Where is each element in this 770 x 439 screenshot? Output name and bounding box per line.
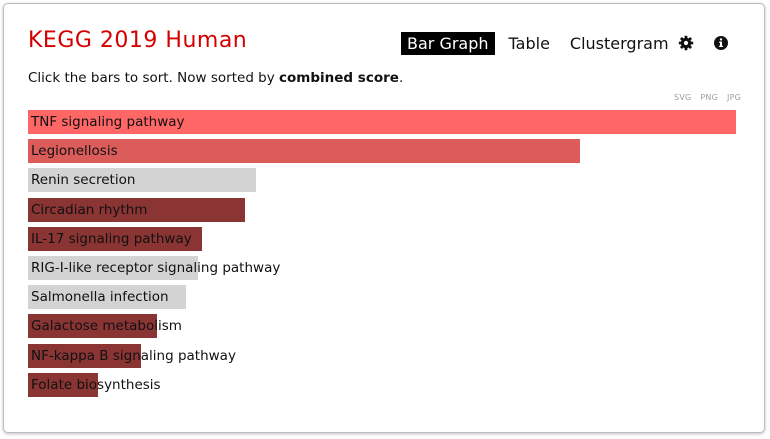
enrichment-panel: KEGG 2019 Human Bar Graph Table Clusterg… xyxy=(3,3,765,433)
bar-label: Circadian rhythm xyxy=(31,201,148,218)
bar-label: Folate biosynthesis xyxy=(31,376,161,393)
bar[interactable] xyxy=(28,110,736,134)
tab-clustergram[interactable]: Clustergram xyxy=(569,34,669,53)
bar-row[interactable]: RIG-I-like receptor signaling pathway xyxy=(28,256,748,280)
tab-table[interactable]: Table xyxy=(508,34,550,53)
bar-row[interactable]: NF-kappa B signaling pathway xyxy=(28,343,748,368)
download-png-link[interactable]: PNG xyxy=(700,93,719,102)
bar[interactable] xyxy=(28,285,186,310)
bar-row[interactable]: Folate biosynthesis xyxy=(28,372,748,397)
bar[interactable] xyxy=(28,372,98,397)
bar-label: Renin secretion xyxy=(31,172,136,189)
bar-row[interactable]: IL-17 signaling pathway xyxy=(28,226,748,251)
bar-label: Legionellosis xyxy=(31,143,118,160)
bar-row[interactable]: Legionellosis xyxy=(28,139,748,164)
tab-bar-graph[interactable]: Bar Graph xyxy=(401,32,495,55)
bar-label: NF-kappa B signaling pathway xyxy=(31,347,236,364)
view-tabs: Bar Graph Table Clustergram xyxy=(401,32,675,55)
bar[interactable] xyxy=(28,226,202,251)
bar[interactable] xyxy=(28,256,198,280)
sort-instructions-prefix: Click the bars to sort. Now sorted by xyxy=(28,70,280,86)
bar[interactable] xyxy=(28,168,256,193)
bar[interactable] xyxy=(28,314,157,339)
bar-row[interactable]: Salmonella infection xyxy=(28,285,748,310)
bar[interactable] xyxy=(28,139,580,164)
bar[interactable] xyxy=(28,343,141,368)
bar-row[interactable]: Circadian rhythm xyxy=(28,197,748,222)
bar-chart: TNF signaling pathway Legionellosis Renin … xyxy=(28,110,748,400)
bar-label: TNF signaling pathway xyxy=(31,114,185,130)
download-svg-link[interactable]: SVG xyxy=(674,93,692,102)
bar-row[interactable]: Galactose metabolism xyxy=(28,314,748,339)
sort-instructions: Click the bars to sort. Now sorted by co… xyxy=(28,68,403,88)
bar-label: Salmonella infection xyxy=(31,289,169,306)
download-links: SVG PNG JPG xyxy=(674,93,741,102)
download-jpg-link[interactable]: JPG xyxy=(727,93,741,102)
sort-key: combined score xyxy=(279,70,399,86)
bar-label: IL-17 signaling pathway xyxy=(31,230,192,247)
bar-row[interactable]: TNF signaling pathway xyxy=(28,110,748,134)
bar-label: RIG-I-like receptor signaling pathway xyxy=(31,260,281,276)
library-title: KEGG 2019 Human xyxy=(28,28,248,53)
info-icon[interactable] xyxy=(712,34,730,52)
bar-label: Galactose metabolism xyxy=(31,318,182,335)
bar-row[interactable]: Renin secretion xyxy=(28,168,748,193)
gear-icon[interactable] xyxy=(677,34,695,52)
bar[interactable] xyxy=(28,197,245,222)
sort-instructions-suffix: . xyxy=(398,70,404,86)
